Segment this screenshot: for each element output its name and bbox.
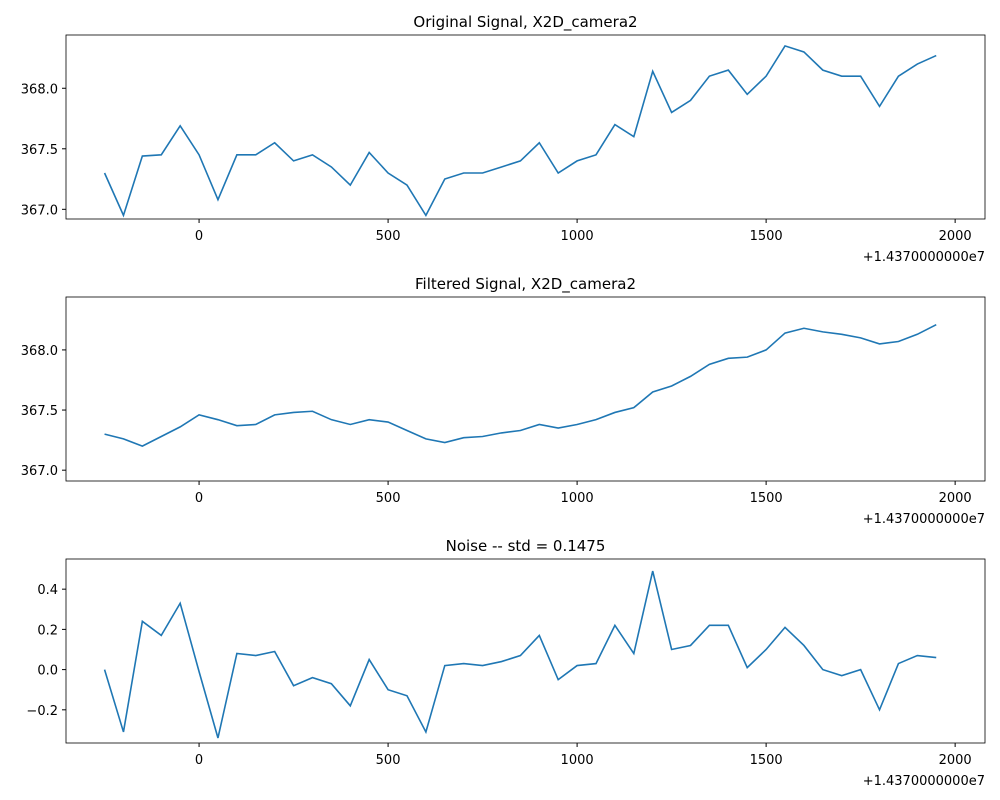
chart-title: Filtered Signal, X2D_camera2 [415, 275, 636, 294]
chart-title: Noise -- std = 0.1475 [446, 537, 606, 555]
x-tick-label: 0 [195, 491, 203, 506]
x-offset-label: +1.4370000000e7 [863, 512, 985, 527]
axes-frame [65, 558, 986, 744]
x-tick-label: 500 [376, 229, 401, 244]
x-tick-label: 2000 [939, 229, 972, 244]
x-tick-label: 1500 [750, 753, 783, 768]
y-tick-label: 0.4 [37, 583, 58, 598]
x-tick-label: 1000 [561, 491, 594, 506]
y-tick-label: 0.0 [37, 664, 58, 679]
y-tick-label: 367.0 [21, 203, 58, 218]
x-tick-label: 1000 [561, 229, 594, 244]
line [103, 44, 937, 218]
line [104, 323, 937, 447]
y-tick-label: 0.2 [37, 623, 58, 638]
x-offset-label: +1.4370000000e7 [863, 774, 985, 789]
chart-title: Original Signal, X2D_camera2 [413, 13, 637, 32]
y-tick-label: 367.5 [21, 404, 58, 419]
x-tick-label: 0 [195, 229, 203, 244]
x-offset-label: +1.4370000000e7 [863, 250, 985, 265]
axes-frame [65, 296, 986, 482]
x-tick-label: 1500 [750, 229, 783, 244]
x-tick-label: 1500 [750, 491, 783, 506]
axes-frame [65, 34, 986, 220]
x-tick-label: 0 [195, 753, 203, 768]
line [103, 570, 937, 739]
y-tick-label: −0.2 [26, 704, 58, 719]
x-tick-label: 500 [376, 753, 401, 768]
y-tick-label: 367.5 [21, 143, 58, 158]
x-tick-label: 2000 [939, 753, 972, 768]
x-tick-label: 500 [376, 491, 401, 506]
y-tick-label: 368.0 [21, 82, 58, 97]
y-tick-label: 368.0 [21, 344, 58, 359]
x-tick-label: 1000 [561, 753, 594, 768]
y-tick-label: 367.0 [21, 464, 58, 479]
x-tick-label: 2000 [939, 491, 972, 506]
